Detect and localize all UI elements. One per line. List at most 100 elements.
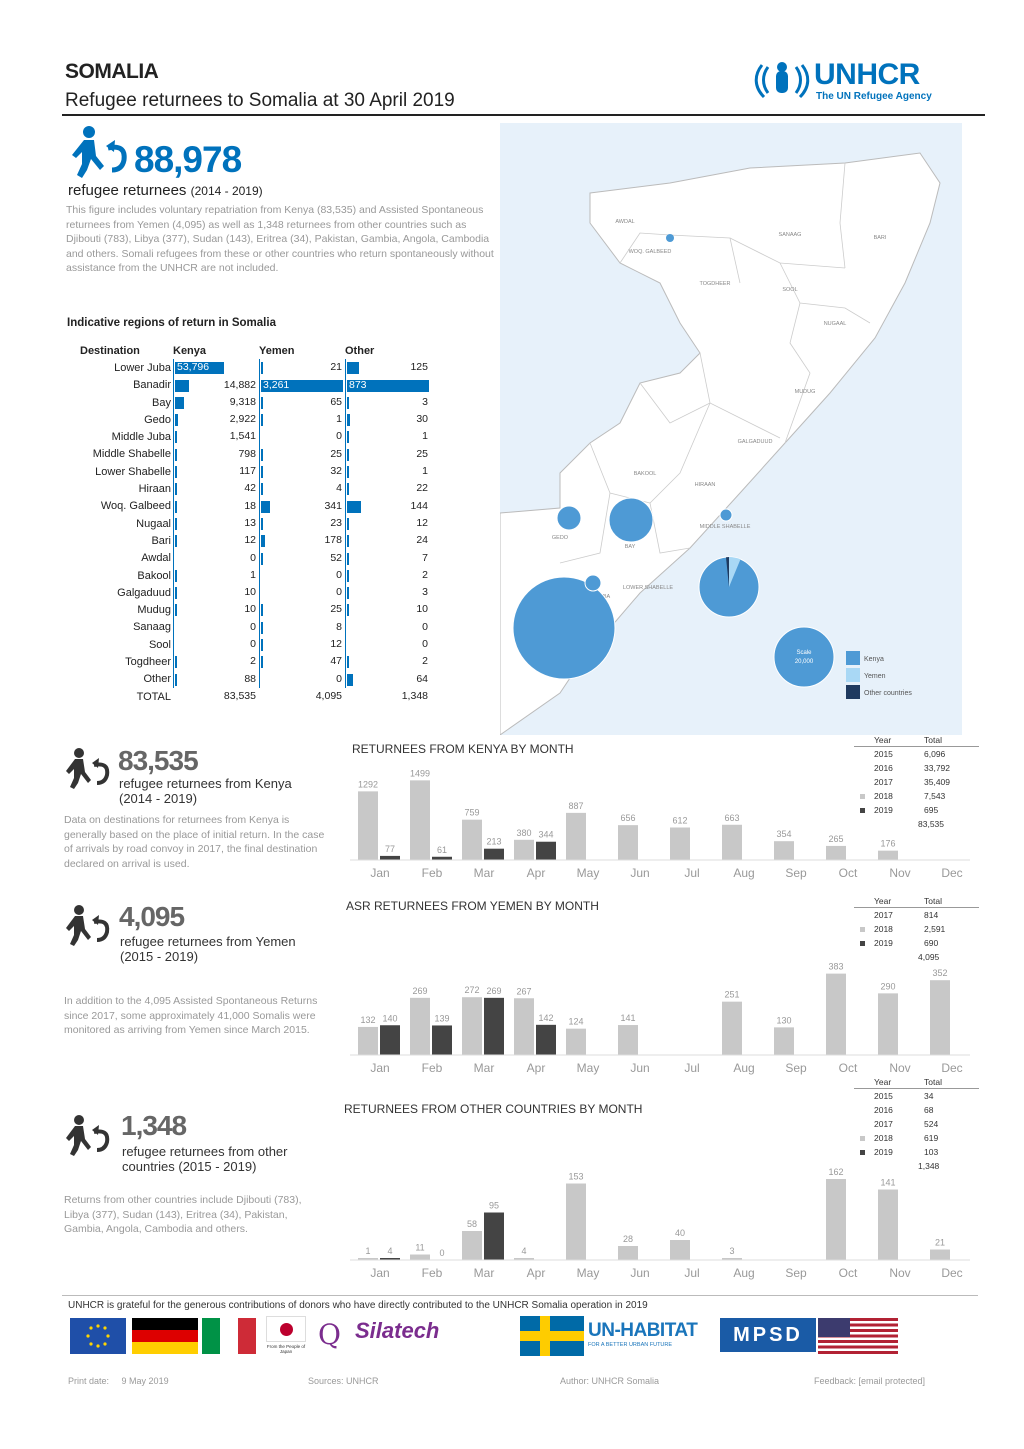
region-other-cell: 1 <box>345 428 431 446</box>
region-yemen-value: 0 <box>336 586 342 599</box>
kenya-monthly-chart: 1292 77 Jan 1499 61 Feb 759 213 Mar 380 344 Apr 887 M… <box>350 768 970 880</box>
region-name: Sanaag <box>133 621 171 634</box>
region-yemen-value: 47 <box>330 655 342 668</box>
logo-text: UNHCR <box>814 58 920 91</box>
region-kenya-cell: 88 <box>173 670 259 688</box>
region-other-bar <box>347 448 350 461</box>
chart-month-label: Jun <box>630 1266 649 1280</box>
region-other-bar <box>347 656 349 669</box>
totals-year: 2019 <box>874 1147 893 1157</box>
bar-axis <box>173 411 174 429</box>
totals-value: 619 <box>924 1133 939 1143</box>
bar-axis <box>173 653 174 671</box>
mpsd-logo-icon: MPSD <box>720 1318 816 1352</box>
kenya-number: 83,535 <box>118 745 199 776</box>
other-label: refugee returnees from other countries (… <box>122 1144 288 1174</box>
region-row: TOTAL 83,535 4,095 1,348 <box>70 688 431 705</box>
chart-data-label: 141 <box>880 1178 895 1188</box>
chart-data-label: 267 <box>516 986 531 996</box>
totals-year: 2018 <box>874 924 893 934</box>
region-other-value: 24 <box>416 534 428 547</box>
region-other-bar <box>347 552 349 565</box>
chart-month-label: Apr <box>527 1061 546 1075</box>
map-region-label: MIDDLE SHABELLE <box>700 524 751 530</box>
region-kenya-cell: 798 <box>173 445 259 464</box>
region-kenya-value: 798 <box>238 447 256 460</box>
chart-data-label: 272 <box>464 985 479 995</box>
region-other-cell: 1 <box>345 463 431 481</box>
totals-header-total: Total <box>924 1077 942 1087</box>
totals-header-year: Year <box>874 735 892 745</box>
chart-month-label: Dec <box>941 866 962 880</box>
region-name: Togdheer <box>125 655 171 668</box>
region-kenya-cell: 2 <box>173 653 259 671</box>
region-yemen-value: 0 <box>336 430 342 443</box>
bar-axis <box>173 584 174 602</box>
region-name: Hiraan <box>138 483 171 496</box>
bar-axis <box>173 463 174 481</box>
region-other-cell: 3 <box>345 393 431 412</box>
qatar-charity-logo-icon: Q <box>318 1318 341 1351</box>
region-other-value: 7 <box>422 551 428 564</box>
chart-month-label: Oct <box>839 1266 858 1280</box>
chart-data-label: 28 <box>623 1234 633 1244</box>
region-kenya-cell: 18 <box>173 497 259 515</box>
chart-data-label: 140 <box>382 1013 397 1023</box>
totals-value: 35,409 <box>924 777 950 787</box>
chart-month-label: Jul <box>684 866 699 880</box>
totals-header-year: Year <box>874 1077 892 1087</box>
region-yemen-value: 25 <box>330 447 342 460</box>
summary-description: This figure includes voluntary repatriat… <box>66 204 494 274</box>
region-name: Woq. Galbeed <box>100 500 171 513</box>
region-yemen-cell: 47 <box>259 653 345 671</box>
japan-flag-icon: From the People of Japan <box>262 1316 310 1356</box>
region-other-cell: 12 <box>345 514 431 533</box>
page-subtitle: Refugee returnees to Somalia at 30 April… <box>65 90 455 111</box>
region-other-value: 125 <box>410 361 428 374</box>
chart-data-label: 132 <box>360 1015 375 1025</box>
bar-axis <box>259 653 260 671</box>
region-other-bar <box>347 414 350 427</box>
chart-month-label: Mar <box>474 1061 495 1075</box>
chart-month-label: Aug <box>733 1266 754 1280</box>
region-other-bar <box>347 517 349 530</box>
bar-axis <box>173 566 174 585</box>
region-kenya-value: 1,541 <box>229 430 256 443</box>
region-kenya-bar <box>175 587 177 600</box>
map-region-label: WOQ. GALBEED <box>629 249 672 255</box>
other-monthly-chart: 1 4Jan110Feb5895Mar4Apr153May28Jun40Jul3A… <box>350 1167 970 1280</box>
total-returnees-label: refugee returnees <box>68 182 187 199</box>
chart-bar <box>380 1258 400 1260</box>
chart-month-label: Feb <box>422 866 443 880</box>
totals-year: 2019 <box>874 805 893 815</box>
region-row: Nugaal 13 23 12 <box>70 514 431 533</box>
footer-divider <box>62 1295 978 1296</box>
chart-bar <box>358 1258 378 1260</box>
chart-bar <box>930 1249 950 1260</box>
region-yemen-bar <box>261 483 263 496</box>
region-other-cell: 0 <box>345 636 431 654</box>
region-kenya-cell: 2,922 <box>173 411 259 429</box>
region-other-value: 10 <box>416 603 428 616</box>
chart-bar <box>536 1024 556 1055</box>
region-kenya-value: 88 <box>244 672 256 685</box>
bar-axis <box>173 514 174 533</box>
chart-data-label: 612 <box>672 815 687 825</box>
region-other-cell: 3 <box>345 584 431 602</box>
map-region-label: NUGAAL <box>824 321 847 327</box>
bar-axis <box>345 497 346 515</box>
totals-swatch <box>860 927 865 932</box>
bar-axis <box>173 532 174 550</box>
region-kenya-bar <box>175 517 177 530</box>
chart-data-label: 141 <box>620 1013 635 1023</box>
totals-value: 2,591 <box>924 924 946 934</box>
region-kenya-value: 10 <box>244 586 256 599</box>
region-kenya-value: 1 <box>250 568 256 581</box>
totals-year: 2017 <box>874 910 893 920</box>
chart-data-label: 4 <box>521 1246 526 1256</box>
region-kenya-cell: 10 <box>173 584 259 602</box>
region-row: Gedo 2,922 1 30 <box>70 411 431 429</box>
chart-data-label: 269 <box>412 986 427 996</box>
bar-axis <box>259 636 260 654</box>
chart-bar <box>722 1001 742 1055</box>
